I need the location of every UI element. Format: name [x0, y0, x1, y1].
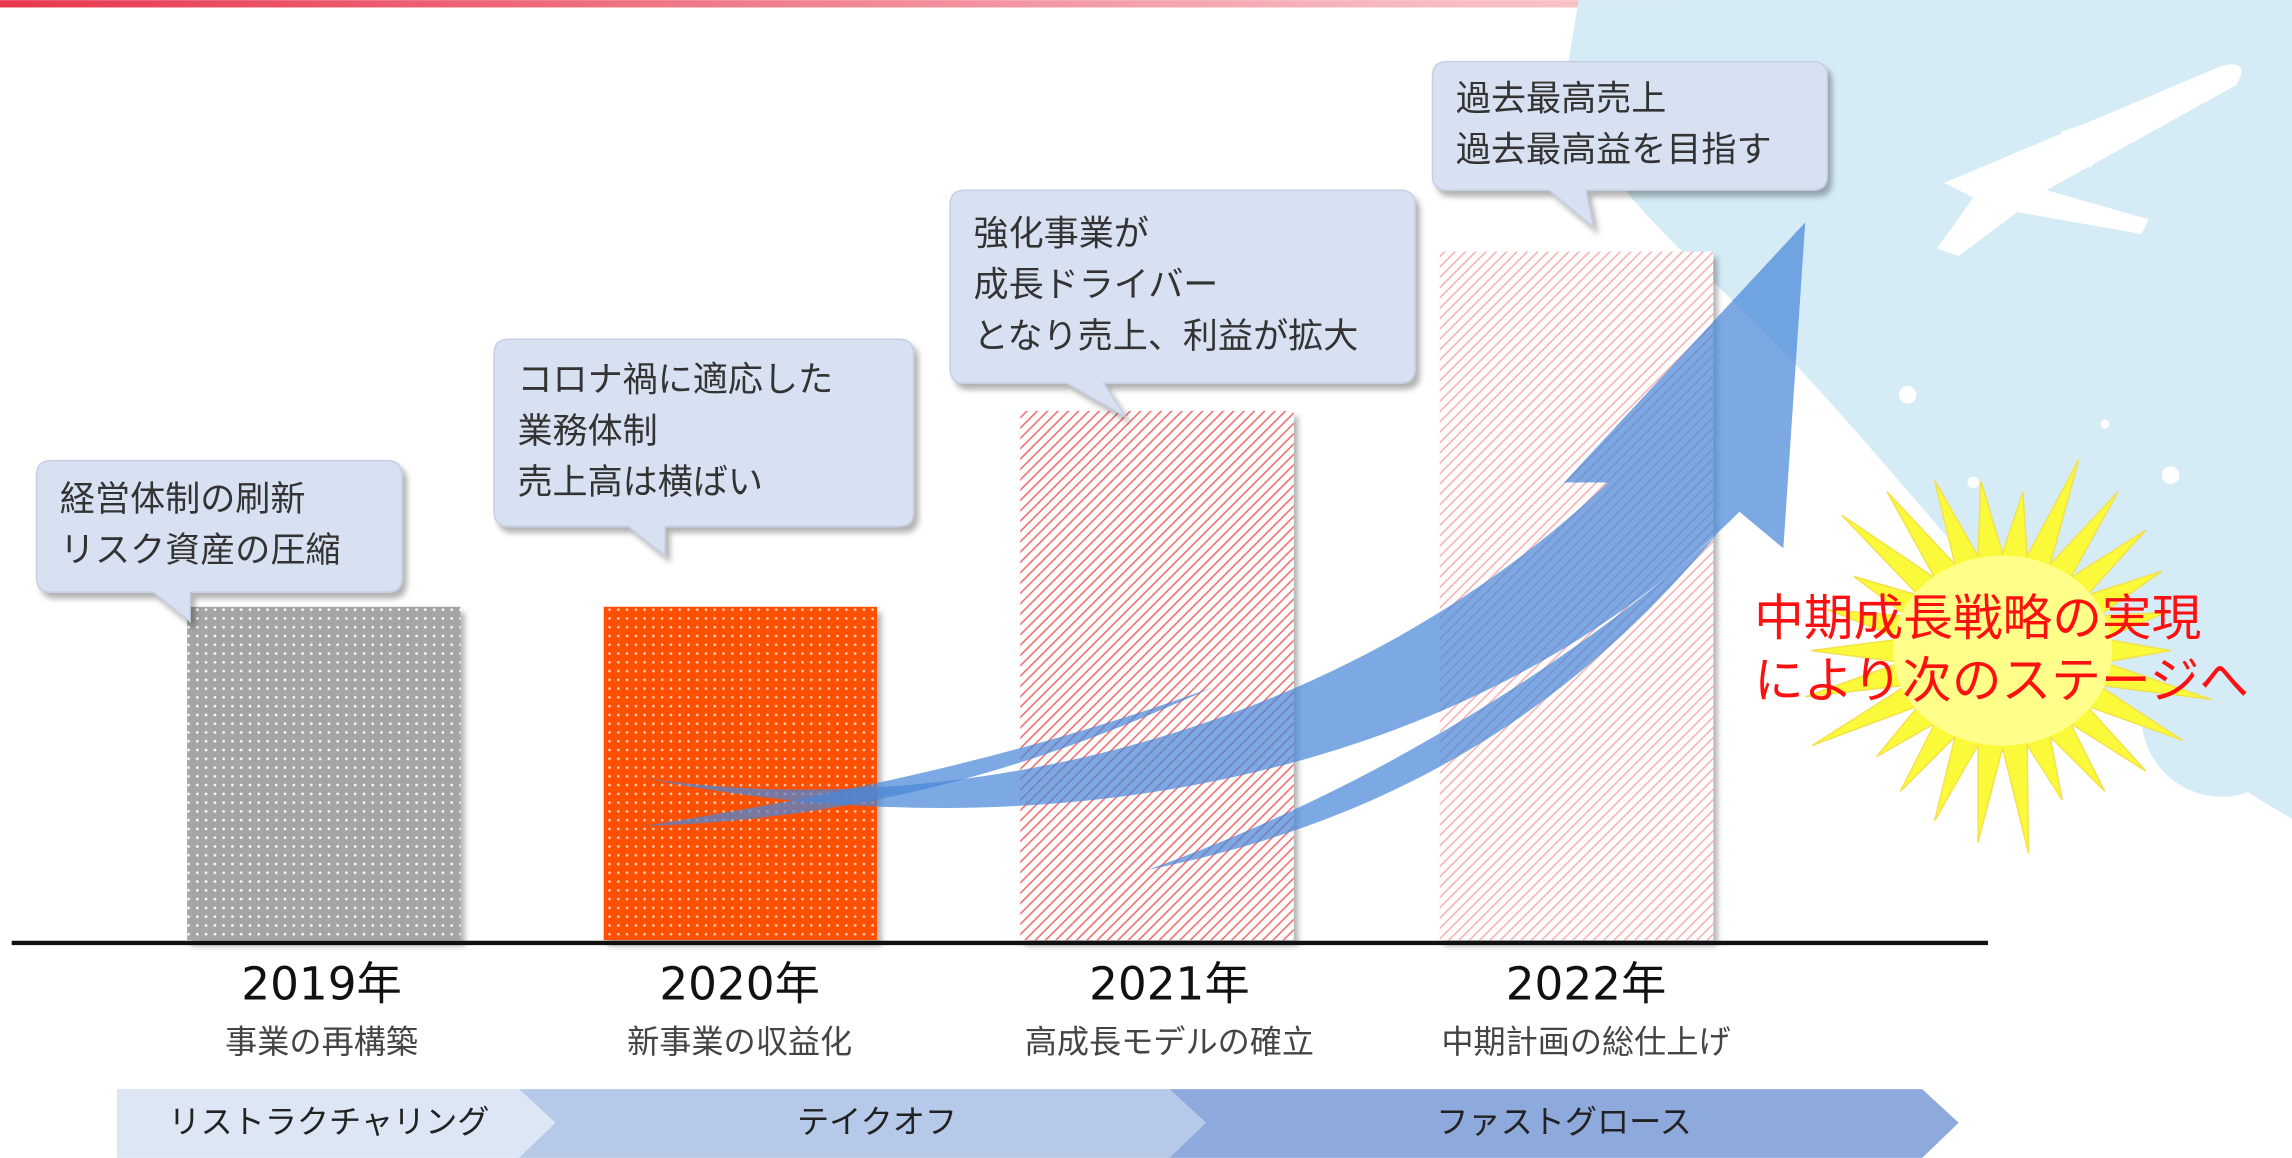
bubble-text: 経営体制の刷新: [60, 479, 306, 520]
stage-name: 中期計画の総仕上げ: [1441, 1023, 1730, 1061]
stage-name: 新事業の収益化: [627, 1023, 852, 1061]
bubble-text: リスク資産の圧縮: [60, 530, 341, 571]
bubble-text: 強化事業が: [974, 213, 1149, 254]
stage-year: 2022年: [1506, 957, 1667, 1010]
bubble-text: 売上高は横ばい: [517, 462, 763, 503]
bubble-text: コロナ禍に適応した: [517, 360, 833, 401]
stage-year: 2020年: [659, 957, 820, 1010]
stage-bar: [187, 607, 460, 940]
stage-name: 高成長モデルの確立: [1025, 1023, 1314, 1061]
page: {"stages":[ {"year":"2019年","name":"事業の再…: [0, 0, 2292, 1158]
bubble-text: となり売上、利益が拡大: [974, 316, 1359, 357]
bubble-text: 過去最高益を目指す: [1456, 129, 1772, 170]
phase-label: テイクオフ: [797, 1103, 957, 1141]
stage-bar: [1020, 411, 1293, 940]
burst-core: [1893, 556, 2112, 746]
stage-name: 事業の再構築: [225, 1023, 418, 1061]
bubble-text: 過去最高売上: [1456, 78, 1666, 119]
bubble-text: 業務体制: [517, 411, 657, 452]
bubble-text: 成長ドライバー: [974, 265, 1219, 306]
diagram: 経営体制の刷新リスク資産の圧縮 2019年事業の再構築 コロナ禍に適応した業務体制売…: [0, 0, 2292, 1158]
phase-label: ファストグロース: [1436, 1103, 1692, 1141]
callout-text: により次のステージへ: [1754, 652, 2249, 710]
callout-text: 中期成長戦略の実現: [1754, 589, 2201, 647]
stage-bar: [604, 607, 877, 940]
stage-year: 2021年: [1089, 957, 1250, 1010]
phase-label: リストラクチャリング: [168, 1103, 489, 1141]
stage-year: 2019年: [241, 957, 402, 1010]
